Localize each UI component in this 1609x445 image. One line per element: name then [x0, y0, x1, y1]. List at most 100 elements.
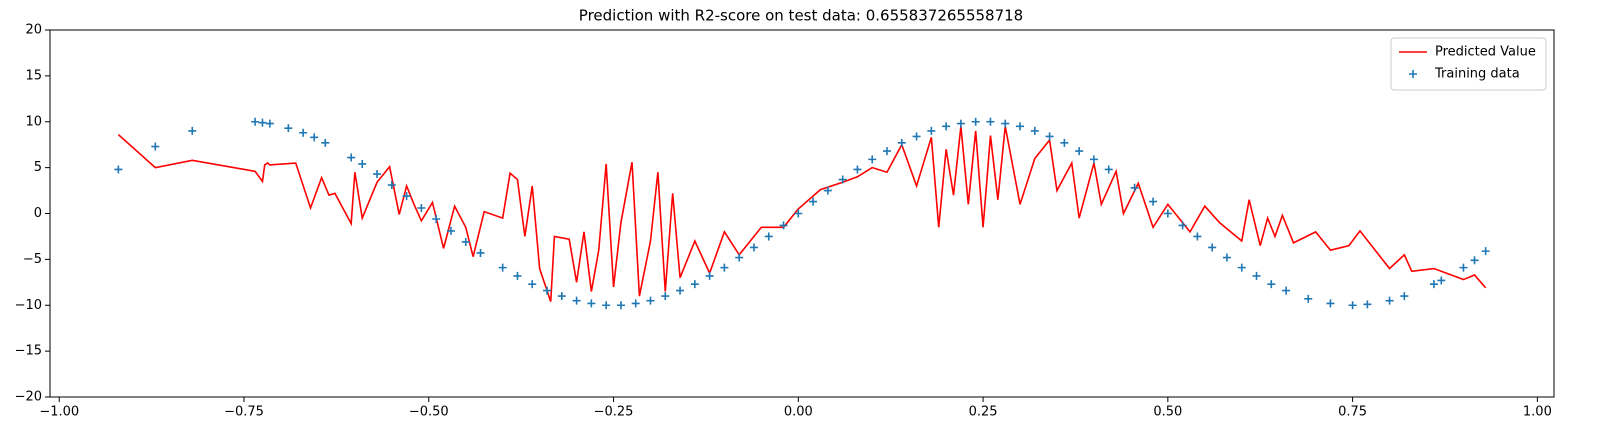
marker — [265, 119, 274, 128]
x-tick-label: 1.00 — [1523, 405, 1552, 420]
marker — [1030, 126, 1039, 135]
marker — [461, 237, 470, 246]
marker — [1149, 197, 1158, 206]
marker — [347, 153, 356, 162]
marker — [1060, 138, 1069, 147]
marker — [1385, 296, 1394, 305]
marker — [1304, 294, 1313, 303]
legend-swatch — [1409, 70, 1417, 78]
marker — [299, 128, 308, 137]
y-tick-label: −5 — [23, 252, 42, 267]
marker — [1282, 286, 1291, 295]
marker — [310, 133, 319, 142]
x-tick-label: −0.75 — [224, 405, 264, 420]
marker — [387, 181, 396, 190]
marker — [1075, 147, 1084, 156]
marker — [912, 132, 921, 141]
line — [117, 126, 1487, 302]
marker — [1348, 301, 1357, 310]
marker — [1178, 221, 1187, 230]
marker — [1437, 276, 1446, 285]
chart-title: Prediction with R2-score on test data: 0… — [579, 7, 1023, 25]
marker — [1237, 263, 1246, 272]
marker — [1130, 183, 1139, 192]
marker — [373, 170, 382, 179]
marker — [971, 117, 980, 126]
marker — [602, 301, 611, 310]
legend-label: Predicted Value — [1435, 45, 1536, 60]
marker — [882, 147, 891, 156]
marker — [646, 296, 655, 305]
x-tick-label: −0.25 — [594, 405, 634, 420]
marker — [402, 192, 411, 201]
marker — [868, 155, 877, 164]
x-tick-label: 0.25 — [969, 405, 998, 420]
x-tick-label: 0.75 — [1338, 405, 1367, 420]
y-tick-label: 10 — [25, 114, 42, 129]
y-tick-label: 0 — [34, 206, 42, 221]
marker — [779, 221, 788, 230]
marker — [735, 253, 744, 262]
marker — [188, 126, 197, 135]
marker — [1163, 209, 1172, 218]
marker — [321, 138, 330, 147]
marker — [251, 117, 260, 126]
marker — [284, 124, 293, 133]
marker — [942, 122, 951, 131]
marker — [543, 286, 552, 295]
marker — [690, 280, 699, 289]
marker — [794, 209, 803, 218]
marker — [1089, 155, 1098, 164]
marker — [616, 301, 625, 310]
legend-box — [1390, 37, 1547, 91]
x-tick-label: 0.00 — [784, 405, 813, 420]
x-tick-label: −0.50 — [409, 405, 449, 420]
marker — [838, 175, 847, 184]
marker — [1252, 271, 1261, 280]
marker — [823, 186, 832, 195]
legend-label: Training data — [1434, 67, 1520, 82]
marker — [432, 215, 441, 224]
marker — [661, 292, 670, 301]
marker — [258, 118, 267, 127]
marker — [1470, 256, 1479, 265]
marker — [1326, 299, 1335, 308]
marker — [1001, 119, 1010, 128]
marker — [1016, 122, 1025, 131]
marker — [446, 226, 455, 235]
marker — [956, 119, 965, 128]
marker — [853, 165, 862, 174]
x-tick-label: −1.00 — [39, 405, 79, 420]
marker — [114, 165, 123, 174]
marker — [1104, 165, 1113, 174]
y-tick-label: 20 — [25, 23, 42, 38]
marker — [749, 243, 758, 252]
marker — [986, 117, 995, 126]
y-tick-label: −20 — [15, 390, 42, 405]
marker — [1267, 280, 1276, 289]
marker — [1045, 132, 1054, 141]
marker — [587, 299, 596, 308]
marker — [513, 271, 522, 280]
marker — [631, 299, 640, 308]
x-tick-label: 0.50 — [1153, 405, 1182, 420]
marker — [764, 232, 773, 241]
marker — [705, 271, 714, 280]
marker — [1363, 300, 1372, 309]
marker — [809, 197, 818, 206]
marker — [927, 126, 936, 135]
marker — [557, 292, 566, 301]
marker — [1222, 253, 1231, 262]
marker — [528, 280, 537, 289]
marker — [1208, 243, 1217, 252]
y-tick-label: 15 — [25, 68, 42, 83]
marker — [1400, 292, 1409, 301]
marker — [417, 203, 426, 212]
marker — [720, 263, 729, 272]
marker — [476, 248, 485, 257]
marker — [676, 286, 685, 295]
marker — [358, 159, 367, 168]
marker — [897, 138, 906, 147]
y-tick-label: 5 — [34, 160, 42, 175]
